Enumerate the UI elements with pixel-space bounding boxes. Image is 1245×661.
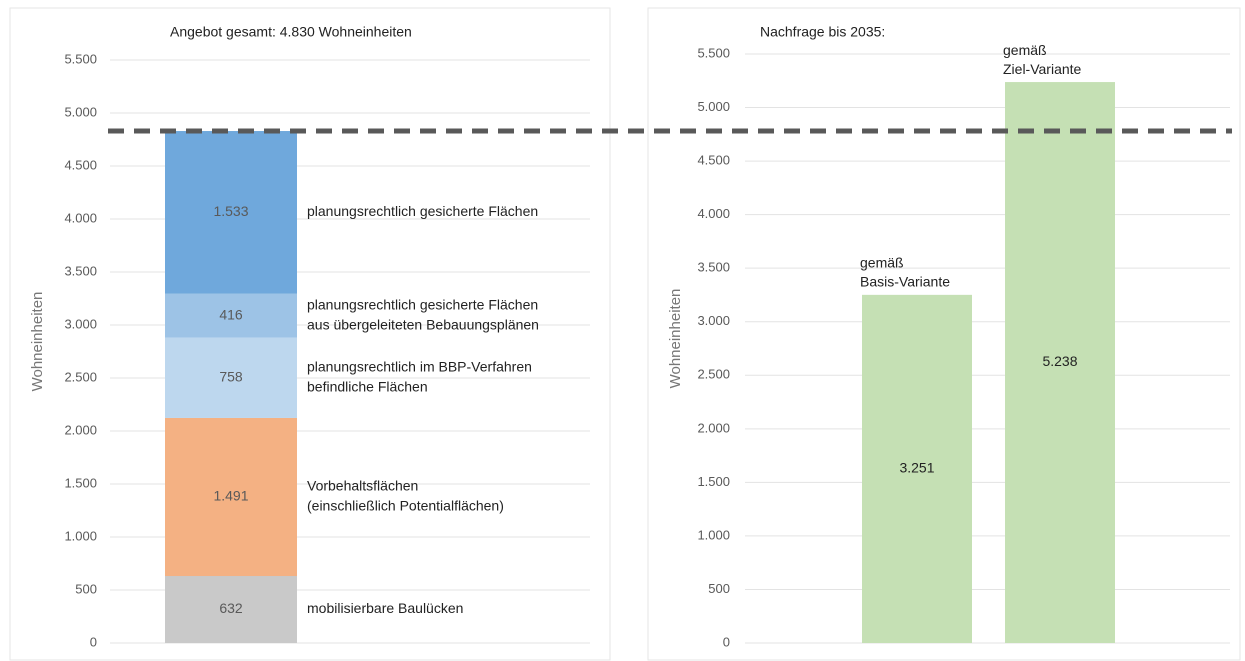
bar-segment: [165, 131, 297, 294]
category-label: gemäß: [1003, 42, 1047, 58]
y-tick-label: 5.500: [697, 45, 730, 60]
right-panel: [647, 7, 1241, 661]
bar-segment: [165, 293, 297, 338]
category-label: Ziel-Variante: [1003, 61, 1082, 77]
data-label: 1.533: [213, 203, 248, 219]
bar: [1005, 82, 1115, 644]
y-tick-label: 2.000: [64, 422, 97, 437]
y-tick-label: 0: [723, 634, 730, 649]
legend-label: planungsrechtlich im BBP-Verfahren: [307, 358, 532, 374]
y-tick-label: 500: [75, 581, 97, 596]
legend-label: planungsrechtlich gesicherte Flächen: [307, 203, 538, 219]
y-tick-label: 4.500: [697, 153, 730, 168]
chart-title: Nachfrage bis 2035:: [760, 24, 885, 40]
y-axis-label: Wohneinheiten: [29, 292, 46, 392]
data-label: 5.238: [1042, 353, 1077, 369]
y-tick-label: 5.500: [64, 51, 97, 66]
y-tick-label: 1.000: [64, 528, 97, 543]
y-tick-label: 3.000: [697, 313, 730, 328]
legend-label: planungsrechtlich gesicherte Flächen: [307, 296, 538, 312]
bar-segment: [165, 337, 297, 418]
bar-segment: [165, 576, 297, 643]
category-label: gemäß: [860, 255, 904, 271]
data-label: 1.491: [213, 488, 248, 504]
bar: [862, 294, 972, 643]
left-panel: [9, 7, 611, 661]
y-tick-label: 0: [90, 634, 97, 649]
data-label: 758: [219, 368, 243, 384]
bar-segment: [165, 417, 297, 577]
y-tick-label: 2.500: [697, 367, 730, 382]
y-tick-label: 1.500: [64, 475, 97, 490]
legend-label: mobilisierbare Baulücken: [307, 600, 463, 616]
y-tick-label: 5.000: [64, 104, 97, 119]
y-tick-label: 1.000: [697, 527, 730, 542]
y-tick-label: 2.500: [64, 369, 97, 384]
legend-label: Vorbehaltsflächen: [307, 478, 418, 494]
y-tick-label: 2.000: [697, 420, 730, 435]
data-label: 632: [219, 600, 243, 616]
y-tick-label: 500: [708, 581, 730, 596]
y-tick-label: 1.500: [697, 474, 730, 489]
y-tick-label: 3.500: [697, 260, 730, 275]
y-tick-label: 4.500: [64, 157, 97, 172]
y-tick-label: 4.000: [64, 210, 97, 225]
legend-label: befindliche Flächen: [307, 378, 428, 394]
y-tick-label: 4.000: [697, 206, 730, 221]
data-label: 3.251: [899, 460, 934, 476]
y-axis-label: Wohneinheiten: [667, 289, 684, 389]
category-label: Basis-Variante: [860, 274, 950, 290]
y-tick-label: 5.000: [697, 99, 730, 114]
legend-label: aus übergeleiteten Bebauungsplänen: [307, 316, 539, 332]
data-label: 416: [219, 306, 243, 322]
chart-title: Angebot gesamt: 4.830 Wohneinheiten: [170, 24, 412, 40]
legend-label: (einschließlich Potentialflächen): [307, 498, 504, 514]
y-tick-label: 3.500: [64, 263, 97, 278]
y-tick-label: 3.000: [64, 316, 97, 331]
